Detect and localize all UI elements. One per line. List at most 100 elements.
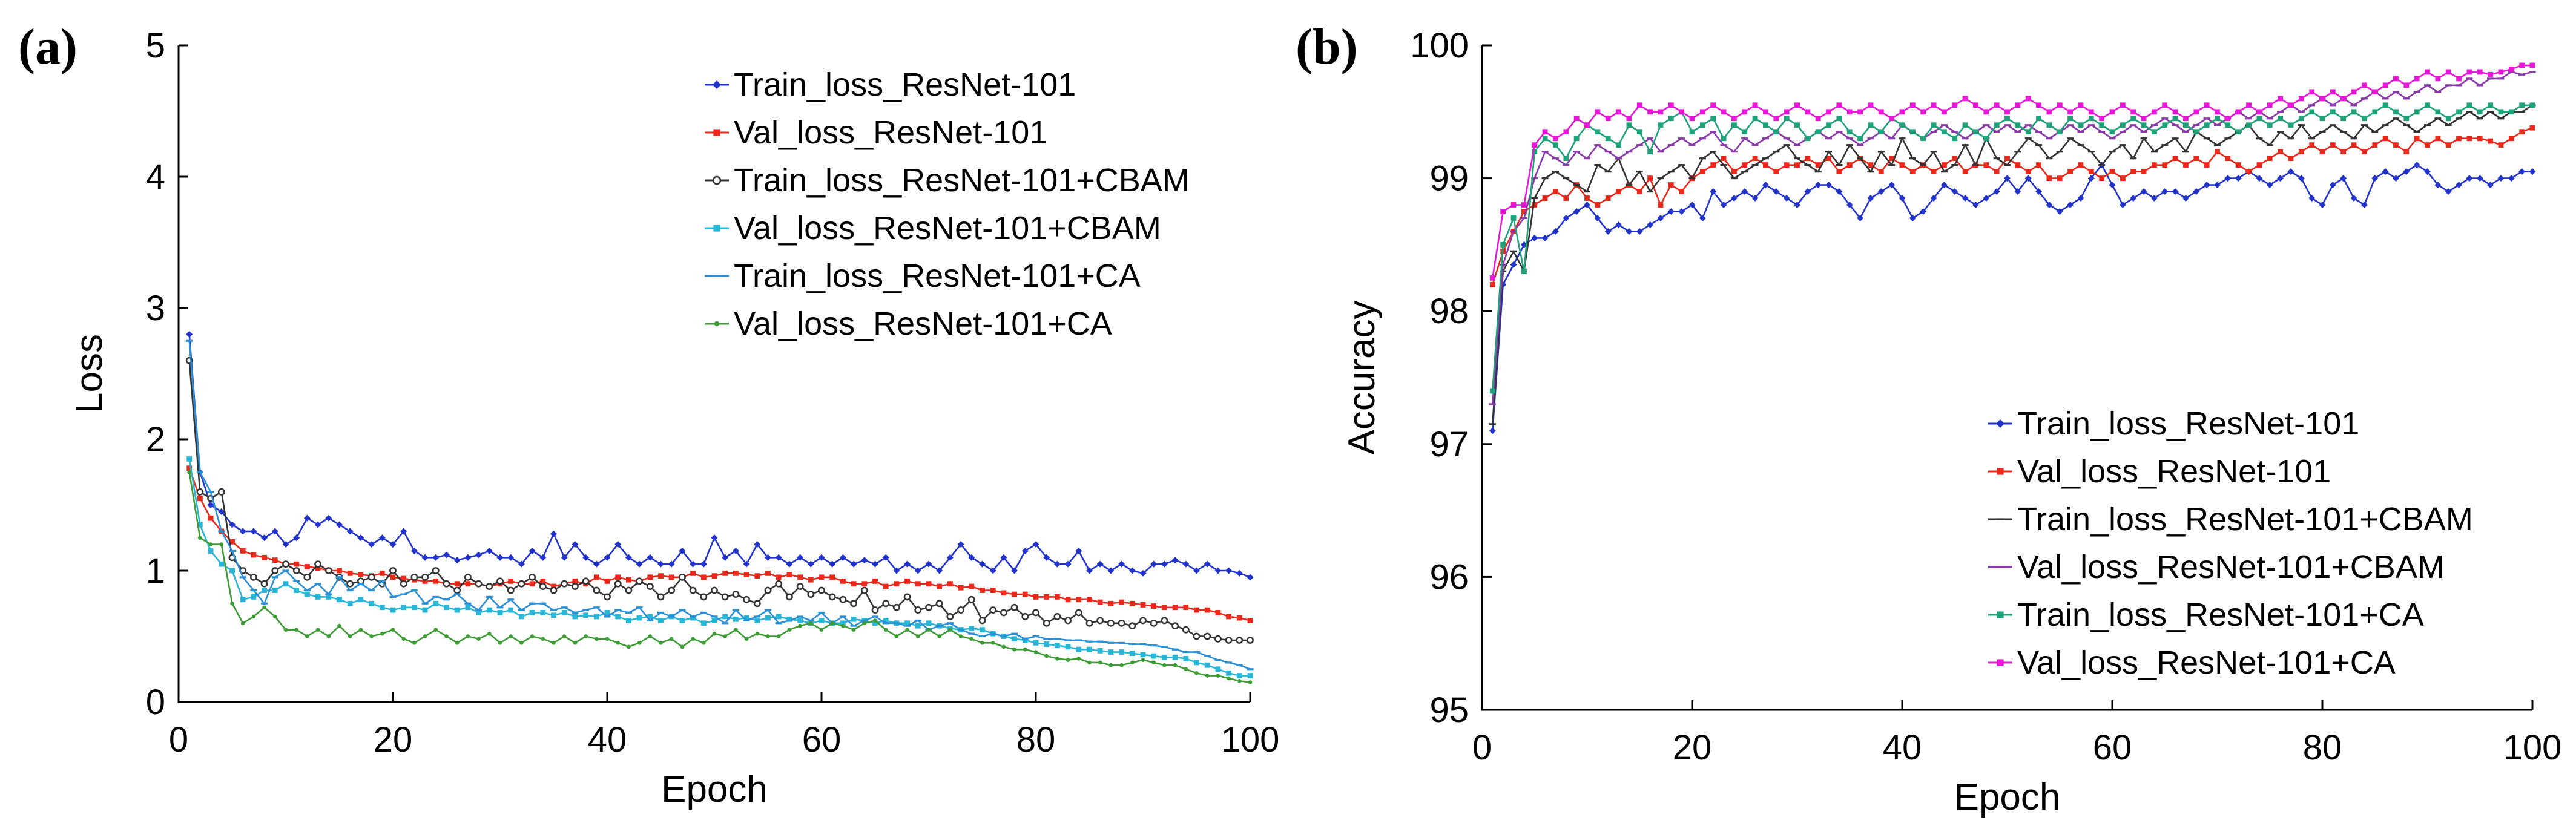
data-point [754,615,761,618]
data-point [765,609,771,611]
legend-swatch-marker [713,225,720,232]
data-point [689,586,697,594]
data-point [627,644,631,649]
data-point [593,606,600,609]
data-point [732,609,739,611]
data-point [1730,151,1738,153]
data-point [572,578,578,584]
data-point [1044,641,1050,647]
data-point [1805,109,1811,115]
data-point [315,594,321,600]
legend-swatch-marker [1997,611,2004,618]
data-point [2098,131,2106,133]
data-point [657,611,664,614]
data-point [2024,175,2032,182]
data-point [1626,122,1632,128]
data-point [2067,124,2074,126]
data-point [1108,649,1114,655]
x-tick-label: 100 [1221,720,1280,759]
data-point [540,610,546,615]
data-point [1215,610,1221,615]
data-point [2425,102,2430,108]
data-point [1225,567,1233,574]
data-point [1763,162,1768,168]
data-point [905,628,909,632]
data-point [401,637,406,641]
data-point [1584,122,1590,128]
data-point [1626,116,1632,122]
data-point [2225,156,2231,162]
data-point [1087,660,1092,665]
data-point [2035,131,2043,133]
data-point [2435,76,2441,82]
data-point [529,610,535,615]
data-point [2340,96,2347,102]
data-point [1605,195,1611,201]
data-point [1920,164,1927,166]
data-point [2393,109,2399,115]
data-point [1993,157,2000,160]
data-point [2193,129,2199,135]
data-point [1784,162,1790,168]
data-point [840,620,846,626]
data-point [2298,116,2304,122]
data-point [508,578,514,584]
data-point [2413,131,2420,133]
data-point [2277,175,2284,182]
data-point [2119,202,2126,209]
data-point [1877,151,1885,153]
data-point [1573,136,1580,142]
data-point [1236,569,1243,577]
data-point [614,580,622,588]
data-point [2172,188,2179,195]
data-point [1194,660,1199,666]
data-point [390,607,396,613]
data-point [1205,674,1210,678]
data-point [198,536,202,540]
data-point [625,554,632,561]
data-point [722,554,729,561]
data-point [217,488,225,496]
data-point [1595,202,1601,208]
data-point [2140,131,2147,133]
data-point [358,628,363,632]
data-point [946,622,954,625]
data-point [1214,567,1222,574]
legend-swatch-marker [1996,518,2004,520]
data-point [208,548,214,554]
data-point [797,615,804,618]
data-point [753,600,761,608]
data-point [1172,605,1178,611]
data-point [218,530,225,533]
data-point [432,595,440,598]
data-point [733,616,739,622]
data-point [1226,614,1231,620]
data-point [2015,102,2021,108]
axes-frame [177,45,1250,703]
data-point [2414,136,2420,142]
legend-entry-label: Val_loss_ResNet-101 [734,114,1047,151]
data-point [2025,129,2031,135]
data-point [1751,164,1759,166]
data-point [326,634,331,638]
data-point [2403,97,2410,100]
data-point [219,561,225,567]
data-point [1521,202,1527,208]
data-point [2088,109,2094,115]
data-point [636,606,643,609]
data-point [348,634,352,638]
data-point [766,634,770,638]
data-point [1940,171,1948,173]
data-point [1857,144,1864,146]
data-point [883,583,889,589]
data-point [539,583,547,590]
data-point [1032,635,1039,638]
data-point [443,551,450,559]
data-point [1794,202,1800,209]
data-point [1021,638,1029,640]
data-point [2403,168,2410,175]
data-point [1688,144,1696,146]
data-point [2024,124,2032,126]
data-point [1553,136,1558,142]
